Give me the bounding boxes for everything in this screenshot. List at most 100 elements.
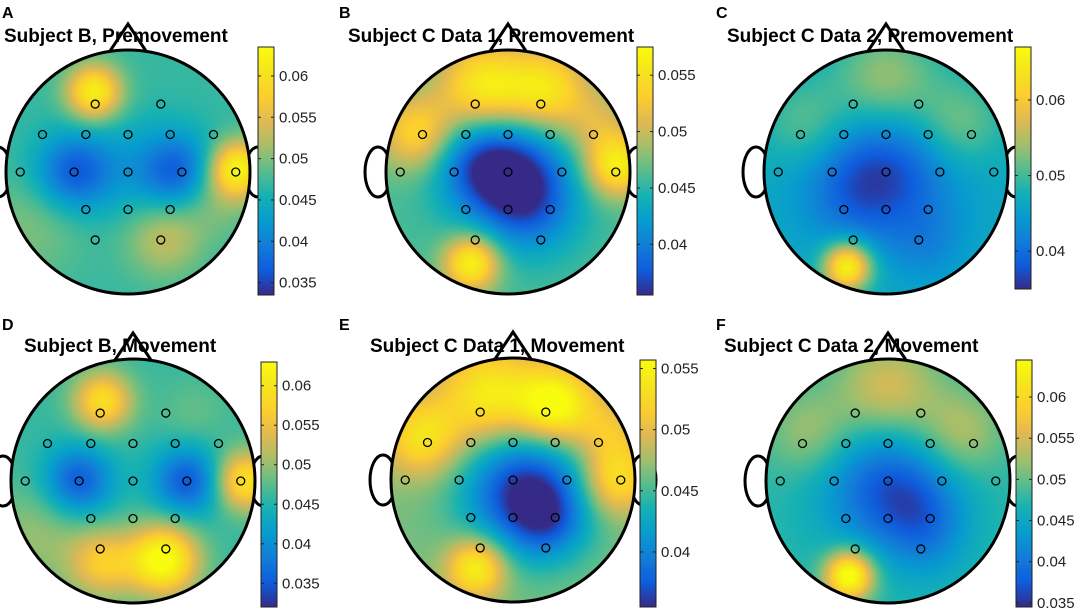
electrode-marker bbox=[916, 544, 926, 554]
electrode-marker bbox=[848, 99, 858, 109]
nose-outline bbox=[491, 329, 535, 363]
electrode-marker bbox=[461, 129, 471, 140]
electrode-marker bbox=[37, 129, 48, 140]
electrode-marker bbox=[797, 438, 808, 449]
electrode-marker bbox=[128, 438, 138, 449]
electrode-marker bbox=[508, 437, 518, 448]
electrode-marker bbox=[503, 204, 513, 215]
colorbar-tick-label: 0.055 bbox=[282, 417, 320, 434]
colorbar-tick-label: 0.055 bbox=[279, 109, 317, 126]
electrode-marker bbox=[213, 438, 224, 449]
colorbar-tick-label: 0.045 bbox=[661, 483, 699, 500]
electrode-marker bbox=[128, 513, 138, 524]
electrode-marker bbox=[841, 513, 851, 524]
electrode-marker bbox=[550, 437, 560, 448]
colorbar-tick-label: 0.035 bbox=[282, 575, 320, 592]
colorbar-tick-label: 0.05 bbox=[282, 457, 311, 474]
panel-title: Subject B, Premovement bbox=[4, 26, 229, 47]
electrode-marker bbox=[86, 438, 96, 449]
electrode-marker bbox=[937, 476, 947, 486]
electrode-marker bbox=[991, 476, 1001, 486]
electrode-marker bbox=[123, 167, 133, 177]
colorbar-tick-label: 0.045 bbox=[1037, 513, 1075, 530]
head-outline bbox=[389, 356, 637, 604]
electrode-marker bbox=[989, 167, 999, 177]
panel-letter: C bbox=[716, 5, 728, 22]
panel-title: Subject C Data 2, Premovement bbox=[727, 26, 1014, 47]
electrode-marker bbox=[470, 99, 480, 109]
electrode-marker bbox=[588, 129, 599, 140]
electrode-marker bbox=[123, 204, 133, 215]
topoplot-panel-b: B Subject C Data 1, Premovement 0.055 0.05 0… bbox=[339, 5, 696, 296]
colorbar-tick-label: 0.04 bbox=[658, 236, 687, 253]
electrode-marker bbox=[503, 129, 513, 140]
colorbar bbox=[260, 361, 278, 608]
electrode-marker bbox=[848, 235, 858, 245]
electrode-marker bbox=[42, 438, 53, 449]
electrode-marker bbox=[541, 543, 551, 553]
electrode-marker bbox=[470, 235, 480, 245]
panel-title: Subject C Data 2, Movement bbox=[724, 336, 979, 357]
colorbar-tick-label: 0.055 bbox=[661, 361, 699, 378]
electrode-marker bbox=[550, 512, 560, 523]
electrode-marker bbox=[461, 204, 471, 215]
electrode-marker bbox=[395, 167, 405, 177]
electrode-marker bbox=[536, 235, 546, 245]
electrode-marker bbox=[916, 408, 926, 418]
colorbar-tick-label: 0.045 bbox=[282, 496, 320, 513]
panel-letter: F bbox=[716, 317, 726, 334]
electrode-marker bbox=[541, 407, 551, 417]
electrode-marker bbox=[923, 204, 933, 215]
colorbar-tick-label: 0.045 bbox=[658, 180, 696, 197]
electrode-marker bbox=[883, 438, 893, 449]
colorbar-tick-label: 0.05 bbox=[658, 124, 687, 141]
head-outline bbox=[9, 357, 257, 605]
electrode-marker bbox=[850, 408, 860, 418]
electrode-marker bbox=[182, 476, 192, 486]
electrode-marker bbox=[156, 99, 166, 109]
panel-title: Subject C Data 1, Premovement bbox=[348, 26, 635, 47]
electrode-marker bbox=[86, 513, 96, 524]
topoplot-panel-a: A Subject B, Premovement 0.06 0.055 0.05 0.04… bbox=[0, 5, 317, 296]
electrode-marker bbox=[156, 235, 166, 245]
electrode-marker bbox=[123, 129, 133, 140]
panel-letter: E bbox=[339, 317, 350, 334]
electrode-marker bbox=[161, 408, 171, 418]
electrode-marker bbox=[545, 129, 555, 140]
colorbar bbox=[257, 46, 275, 296]
panel-letter: B bbox=[339, 5, 351, 22]
panel-title: Subject C Data 1, Movement bbox=[370, 336, 625, 357]
electrode-marker bbox=[95, 408, 105, 418]
head-outline bbox=[762, 48, 1010, 296]
electrode-marker bbox=[773, 167, 783, 177]
electrode-marker bbox=[236, 476, 246, 486]
electrode-marker bbox=[90, 235, 100, 245]
electrode-marker bbox=[611, 167, 621, 177]
colorbar-tick-label: 0.04 bbox=[1037, 554, 1066, 571]
electrode-marker bbox=[839, 204, 849, 215]
panel-letter: D bbox=[2, 317, 14, 334]
head-outline bbox=[4, 48, 252, 296]
electrode-marker bbox=[593, 437, 604, 448]
nose-outline bbox=[864, 21, 908, 55]
colorbar-tick-label: 0.05 bbox=[661, 422, 690, 439]
electrode-marker bbox=[775, 476, 785, 486]
electrode-marker bbox=[545, 204, 555, 215]
electrode-marker bbox=[466, 437, 476, 448]
panel-title: Subject B, Movement bbox=[24, 336, 217, 357]
topoplot-panel-c: C Subject C Data 2, Premovement 0.06 0.05 0.… bbox=[716, 5, 1065, 296]
electrode-marker bbox=[795, 129, 806, 140]
colorbar-tick-label: 0.04 bbox=[1036, 243, 1065, 260]
electrode-marker bbox=[170, 513, 180, 524]
electrode-marker bbox=[536, 99, 546, 109]
colorbar-tick-label: 0.05 bbox=[1036, 168, 1065, 185]
electrode-marker bbox=[161, 544, 171, 554]
electrode-marker bbox=[20, 476, 30, 486]
electrode-marker bbox=[883, 476, 893, 486]
electrode-marker bbox=[881, 204, 891, 215]
electrode-marker bbox=[400, 475, 410, 485]
nose-outline bbox=[106, 21, 150, 55]
electrode-marker bbox=[466, 512, 476, 523]
electrode-marker bbox=[881, 129, 891, 140]
